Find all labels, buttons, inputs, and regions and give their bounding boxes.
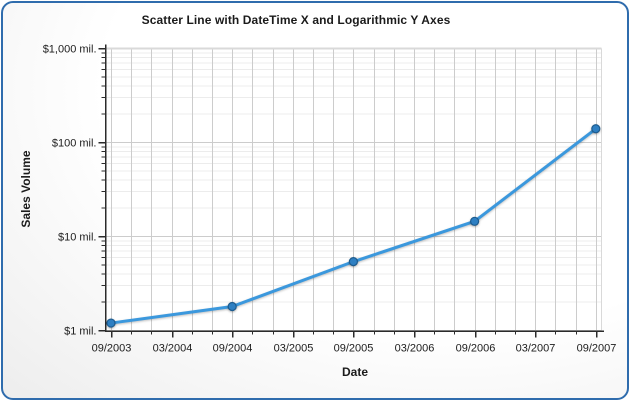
y-tick-label: $1 mil. [64, 326, 96, 338]
x-tick-label: 09/2007 [577, 343, 617, 355]
data-point-marker [591, 124, 601, 134]
y-tick-label: $10 mil. [58, 232, 97, 244]
x-tick-label: 09/2004 [213, 343, 253, 355]
x-tick-label: 03/2007 [516, 343, 556, 355]
x-tick-label: 03/2006 [395, 343, 435, 355]
data-point-marker [227, 301, 237, 312]
x-tick-label: 03/2005 [274, 343, 314, 355]
data-point-marker [470, 216, 480, 226]
x-tick-label: 03/2004 [153, 343, 193, 355]
y-tick-label: $1,000 mil. [43, 44, 97, 56]
chart-title: Scatter Line with DateTime X and Logarit… [141, 13, 451, 27]
x-tick-label: 09/2003 [92, 343, 132, 355]
x-tick-label: 09/2005 [334, 343, 374, 355]
x-tick-label: 09/2006 [456, 343, 496, 355]
y-tick-label: $100 mil. [52, 138, 97, 150]
data-point-marker [106, 318, 116, 328]
x-axis-title: Date [341, 365, 369, 379]
data-point-marker [348, 257, 358, 267]
y-axis-title: Sales Volume [19, 150, 33, 228]
